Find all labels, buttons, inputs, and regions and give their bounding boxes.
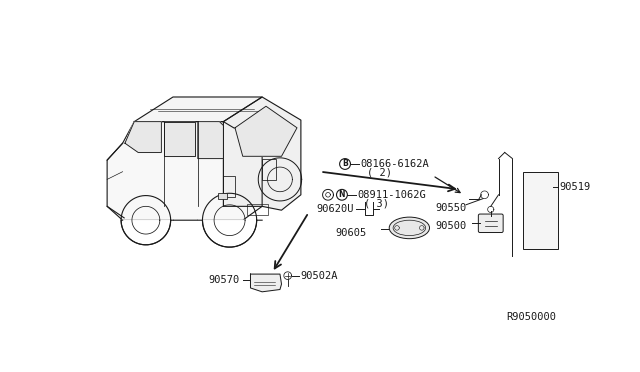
Text: 90519: 90519 [559, 182, 590, 192]
Polygon shape [121, 220, 173, 245]
Polygon shape [235, 106, 297, 156]
Bar [262, 158, 276, 180]
Polygon shape [198, 122, 223, 158]
Bar [218, 193, 227, 199]
Text: ( 3): ( 3) [364, 198, 388, 208]
Text: 08166-6162A: 08166-6162A [360, 159, 429, 169]
Bar [223, 176, 235, 197]
Polygon shape [125, 122, 161, 153]
Bar [246, 204, 268, 215]
Text: 90570: 90570 [209, 275, 240, 285]
Text: B: B [342, 160, 348, 169]
FancyBboxPatch shape [478, 214, 503, 232]
Polygon shape [198, 220, 262, 247]
Polygon shape [164, 122, 195, 156]
Bar [524, 172, 558, 249]
Ellipse shape [389, 217, 429, 239]
Text: N: N [339, 190, 345, 199]
Text: 90605: 90605 [336, 228, 367, 237]
Text: 08911-1062G: 08911-1062G [358, 190, 426, 200]
Text: 90620U: 90620U [316, 203, 354, 214]
Text: ( 2): ( 2) [367, 167, 392, 177]
Polygon shape [250, 274, 282, 292]
Text: 90550: 90550 [435, 203, 466, 213]
Polygon shape [223, 97, 301, 210]
Text: R9050000: R9050000 [507, 312, 557, 322]
Text: 90500: 90500 [435, 221, 466, 231]
Text: 90502A: 90502A [300, 271, 338, 280]
Polygon shape [134, 97, 262, 122]
Polygon shape [107, 122, 262, 220]
